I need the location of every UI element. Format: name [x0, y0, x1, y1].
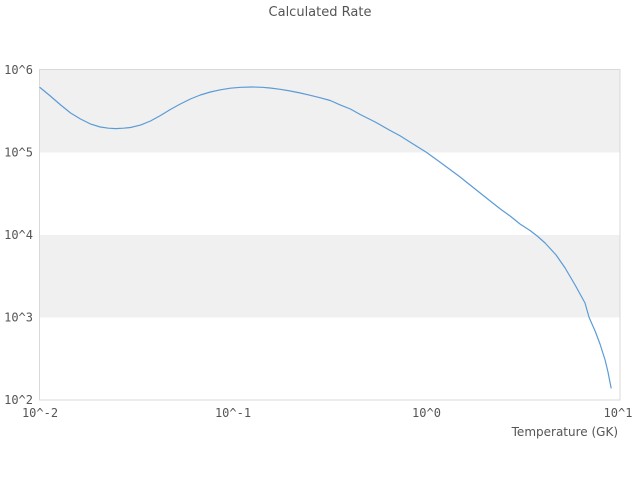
rate-line [39, 86, 612, 389]
band-1e3-1e4 [40, 235, 620, 318]
chart-title: Calculated Rate [269, 5, 372, 20]
x-tick-1e-1: 10^-1 [215, 406, 251, 420]
y-tick-1e2: 10^2 [4, 393, 33, 407]
x-tick-1e1: 10^1 [604, 406, 633, 420]
y-tick-1e4: 10^4 [4, 228, 33, 242]
plot-border [39, 69, 621, 401]
x-tick-1e-2: 10^-2 [22, 406, 58, 420]
x-tick-1e0: 10^0 [412, 406, 441, 420]
y-tick-1e3: 10^3 [4, 311, 33, 325]
y-tick-1e6: 10^6 [4, 63, 33, 77]
band-1e5-1e6 [40, 70, 620, 153]
y-tick-1e5: 10^5 [4, 146, 33, 160]
x-axis-label: Temperature (GK) [511, 425, 618, 439]
